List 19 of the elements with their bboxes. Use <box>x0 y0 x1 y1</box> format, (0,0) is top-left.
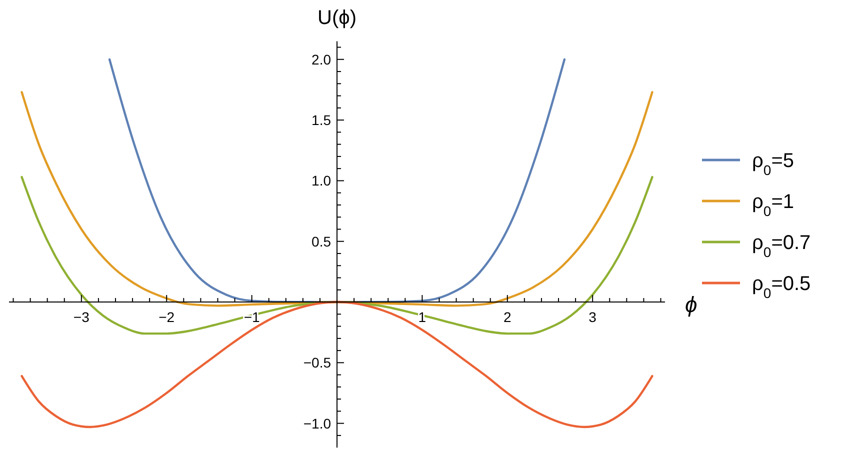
y-tick-label: −1.0 <box>303 415 332 432</box>
x-tick-label: −2 <box>158 309 175 326</box>
x-axis-title: ϕ <box>685 292 698 318</box>
line-series <box>20 91 654 307</box>
y-tick-label: −0.5 <box>303 354 332 371</box>
legend-label: ρ$_{0}$=5 <box>752 150 794 178</box>
legend-label: ρ$_{0}$=1 <box>752 191 794 219</box>
x-tick-label: 2 <box>503 309 512 326</box>
legend-label: ρ$_{0}$=0.5 <box>752 273 811 301</box>
y-tick-label: 2.0 <box>312 51 332 68</box>
y-axis-title: U(ϕ) <box>318 7 356 29</box>
y-tick-label: 1.0 <box>312 172 332 189</box>
line-series <box>20 300 654 428</box>
x-tick-label: 3 <box>588 309 597 326</box>
y-tick-label: 0.5 <box>312 233 332 250</box>
line-series <box>20 176 654 335</box>
legend-label: ρ$_{0}$=0.7 <box>752 232 811 260</box>
y-tick-label: 1.5 <box>312 112 332 128</box>
x-tick-label: −3 <box>73 309 90 326</box>
